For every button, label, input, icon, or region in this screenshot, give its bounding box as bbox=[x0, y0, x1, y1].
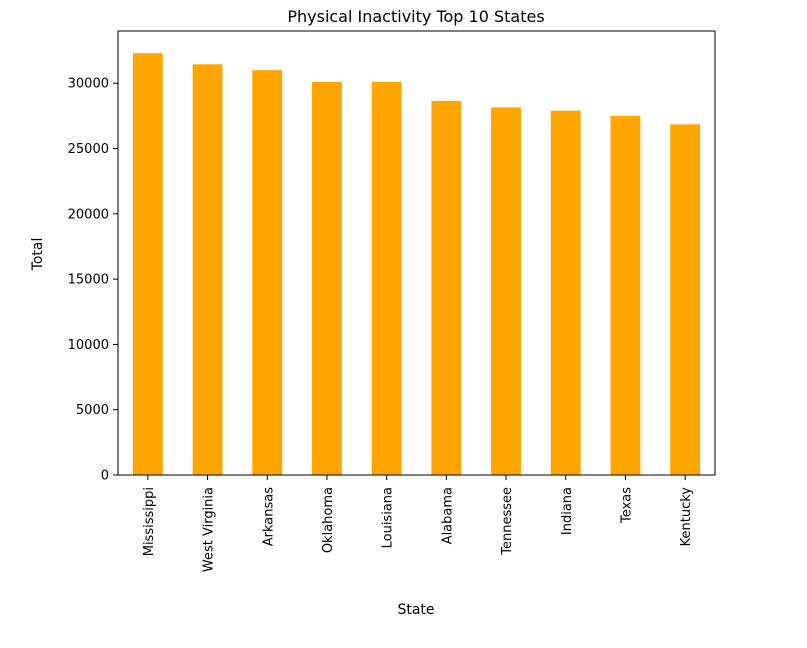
x-tick-label: Indiana bbox=[560, 487, 575, 535]
y-tick-label: 30000 bbox=[68, 77, 109, 92]
x-tick-label: Louisiana bbox=[381, 487, 396, 548]
bar-louisiana bbox=[371, 81, 402, 476]
x-tick-label: Arkansas bbox=[261, 487, 276, 546]
bar-west-virginia bbox=[192, 64, 223, 476]
bar-arkansas bbox=[252, 70, 283, 476]
x-tick-label: Tennessee bbox=[500, 487, 515, 556]
x-tick-label: West Virginia bbox=[202, 487, 217, 572]
y-tick-label: 25000 bbox=[68, 142, 109, 157]
bars-group bbox=[132, 53, 701, 476]
x-axis: Mississippi West Virginia Arkansas Oklahoma… bbox=[142, 475, 694, 572]
chart-title: Physical Inactivity Top 10 States bbox=[287, 7, 544, 26]
bar-texas bbox=[610, 115, 641, 475]
bar-alabama bbox=[431, 100, 462, 476]
bar-kentucky bbox=[670, 124, 701, 476]
x-tick-label: Kentucky bbox=[679, 487, 694, 547]
x-tick-label: Alabama bbox=[440, 487, 455, 544]
x-axis-title: State bbox=[397, 602, 434, 618]
y-axis-title: Total bbox=[30, 238, 46, 272]
bar-mississippi bbox=[132, 53, 163, 475]
x-tick-label: Texas bbox=[619, 487, 634, 524]
x-tick-label: Mississippi bbox=[142, 487, 157, 556]
plot-frame bbox=[117, 30, 716, 476]
bar-tennessee bbox=[491, 107, 521, 475]
y-tick-label: 5000 bbox=[76, 403, 109, 418]
y-tick-label: 20000 bbox=[68, 207, 109, 222]
y-axis: 0 5000 10000 15000 20000 25000 30000 bbox=[68, 77, 118, 484]
x-tick-label: Oklahoma bbox=[321, 487, 336, 553]
y-tick-label: 0 bbox=[101, 469, 109, 484]
bar-indiana bbox=[550, 110, 581, 475]
bar-oklahoma bbox=[312, 81, 342, 476]
y-tick-label: 10000 bbox=[68, 338, 109, 353]
y-tick-label: 15000 bbox=[68, 273, 109, 288]
